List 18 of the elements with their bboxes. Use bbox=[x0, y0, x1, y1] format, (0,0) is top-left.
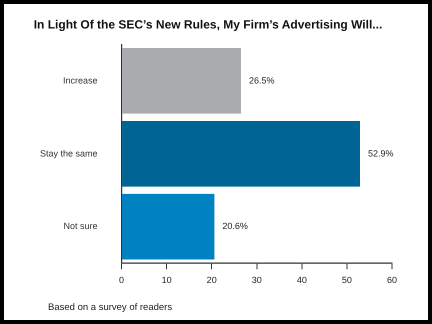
bar bbox=[122, 48, 241, 114]
y-tick-label: Not sure bbox=[64, 221, 98, 232]
bar bbox=[122, 120, 360, 187]
x-tick-label: 20 bbox=[206, 275, 217, 286]
x-tick-label: 40 bbox=[296, 275, 307, 286]
x-tick-label: 10 bbox=[162, 275, 172, 286]
x-tick-label: 30 bbox=[252, 275, 262, 286]
data-label: 52.9% bbox=[368, 148, 394, 158]
chart-title: In Light Of the SEC’s New Rules, My Firm’s Advertising Will... bbox=[34, 18, 382, 32]
text: Based on a survey of readers bbox=[48, 302, 172, 313]
data-label: 20.6% bbox=[222, 221, 248, 232]
x-tick-label: 60 bbox=[386, 275, 398, 286]
bar bbox=[122, 194, 214, 260]
x-tick-label: 50 bbox=[342, 275, 352, 286]
x-tick-label: 0 bbox=[119, 275, 124, 286]
data-label: 26.5% bbox=[248, 75, 275, 86]
y-tick-label: Increase bbox=[63, 75, 98, 86]
y-tick-label: Stay the same bbox=[40, 148, 98, 158]
